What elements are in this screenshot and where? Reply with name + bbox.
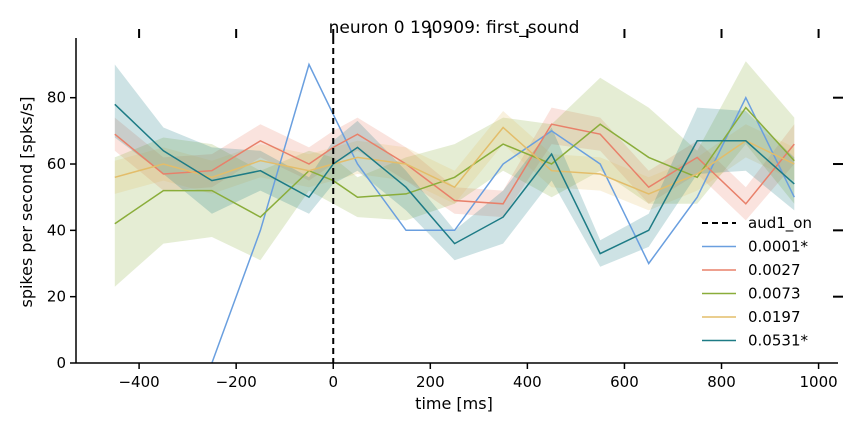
line-series-4 — [114, 103, 795, 255]
x-tick-label-2: 0 — [328, 373, 338, 391]
legend-label-1: 0.0001* — [748, 238, 808, 256]
x-tick-label-3: 200 — [416, 373, 445, 391]
legend-label-2: 0.0027 — [748, 261, 801, 279]
legend-label-0: aud1_on — [748, 214, 812, 233]
confidence-bands — [114, 61, 795, 287]
tick-labels: −400 −200 0 200 400 600 800 1000 0 20 40 60 80 — [47, 89, 838, 391]
chart-title: neuron 0 190909: first_sound — [329, 18, 580, 38]
line-series-0 — [211, 62, 795, 363]
legend: aud1_on 0.0001* 0.0027 0.0073 0.0197 0.0531* — [702, 214, 812, 350]
y-axis-title: spikes per second [spks/s] — [17, 96, 36, 307]
legend-label-4: 0.0197 — [748, 308, 801, 326]
x-tick-label-0: −400 — [118, 373, 159, 391]
x-tick-label-7: 1000 — [799, 373, 837, 391]
x-tick-label-4: 400 — [513, 373, 542, 391]
tick-marks — [70, 29, 843, 369]
band-series-1 — [114, 107, 795, 221]
band-series-4 — [114, 64, 795, 267]
band-series-3 — [114, 111, 795, 211]
line-series-3 — [114, 126, 795, 195]
line-series-1 — [114, 123, 795, 205]
series-lines — [114, 38, 795, 363]
y-tick-label-2: 40 — [47, 221, 66, 239]
x-axis-title: time [ms] — [415, 394, 493, 413]
legend-label-5: 0.0531* — [748, 332, 808, 350]
axes — [75, 38, 838, 364]
y-tick-label-0: 0 — [56, 354, 66, 372]
x-tick-label-1: −200 — [216, 373, 257, 391]
legend-label-3: 0.0073 — [748, 285, 801, 303]
line-series-2 — [114, 106, 795, 225]
y-tick-label-1: 20 — [47, 288, 66, 306]
x-tick-label-5: 600 — [610, 373, 639, 391]
band-series-2 — [114, 61, 795, 287]
y-tick-label-4: 80 — [47, 89, 66, 107]
x-tick-label-6: 800 — [707, 373, 736, 391]
y-tick-label-3: 60 — [47, 155, 66, 173]
